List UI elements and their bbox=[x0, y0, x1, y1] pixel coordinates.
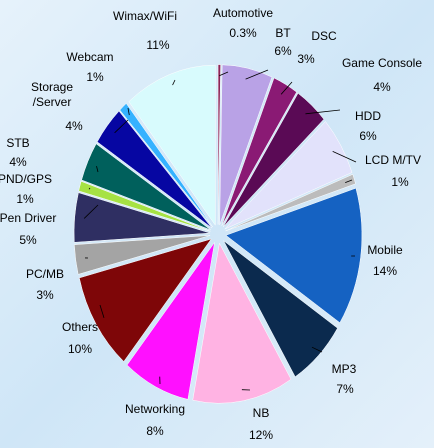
pie-slice bbox=[192, 242, 292, 404]
slice-value: 4% bbox=[373, 80, 391, 94]
leader-line bbox=[345, 179, 353, 184]
slice-value: 0.3% bbox=[229, 26, 257, 40]
slice-value: 5% bbox=[19, 233, 37, 247]
pie-slice bbox=[223, 240, 338, 378]
slice-value: 3% bbox=[36, 288, 54, 302]
pie-slice bbox=[73, 192, 211, 243]
slice-label: Automotive bbox=[213, 6, 273, 20]
pie-slice bbox=[126, 242, 215, 400]
slice-label: PND/GPS bbox=[0, 172, 52, 186]
slice-label: Game Console bbox=[342, 56, 422, 70]
pie-slice bbox=[81, 143, 211, 231]
leader-line bbox=[88, 187, 91, 190]
slice-value: 7% bbox=[336, 382, 354, 396]
pie-slice bbox=[96, 110, 213, 229]
leader-line bbox=[83, 204, 99, 219]
slice-value: 1% bbox=[391, 175, 409, 189]
pie-slice bbox=[119, 103, 213, 228]
slice-label: BT bbox=[275, 26, 291, 40]
pie-slice bbox=[217, 64, 221, 225]
leader-line bbox=[96, 166, 99, 173]
leader-line bbox=[280, 81, 293, 95]
slice-value: 14% bbox=[373, 264, 397, 278]
slice-value: 1% bbox=[86, 70, 104, 84]
slice-value: 8% bbox=[146, 424, 164, 438]
pie-slice bbox=[221, 77, 297, 226]
pie-slice bbox=[79, 238, 212, 362]
slice-value: 12% bbox=[249, 428, 273, 442]
slice-value: 1% bbox=[16, 192, 34, 206]
slice-value: 6% bbox=[274, 44, 292, 58]
leader-line bbox=[219, 71, 229, 77]
leader-line bbox=[172, 79, 176, 86]
pie-slice bbox=[225, 187, 363, 324]
slice-label: HDD bbox=[355, 109, 381, 123]
pie-slice bbox=[78, 180, 211, 232]
leader-line bbox=[114, 119, 129, 134]
pie-slice bbox=[74, 235, 211, 275]
pie-slice bbox=[224, 121, 353, 230]
slice-label: PC/MB bbox=[26, 267, 64, 281]
leader-line bbox=[99, 304, 105, 319]
leader-line bbox=[332, 150, 357, 163]
slice-value: 4% bbox=[9, 155, 27, 169]
slice-label: MP3 bbox=[332, 362, 357, 376]
slice-value: 6% bbox=[359, 129, 377, 143]
slice-label: Storage/Server bbox=[31, 80, 73, 109]
leader-line bbox=[305, 109, 341, 115]
pie-slice bbox=[222, 92, 325, 228]
leader-line bbox=[245, 69, 269, 80]
slice-label: Wimax/WiFi bbox=[113, 9, 177, 23]
slice-label: NB bbox=[253, 406, 270, 420]
slice-value: 3% bbox=[297, 52, 315, 66]
slice-label: Others bbox=[62, 320, 98, 334]
slice-label: Networking bbox=[125, 402, 185, 416]
slice-value: 10% bbox=[68, 342, 92, 356]
slice-label: Mobile bbox=[367, 243, 403, 257]
slice-label: Pen Driver bbox=[0, 211, 56, 225]
slice-value: 4% bbox=[65, 119, 83, 133]
pie-slice bbox=[219, 64, 273, 225]
pie-slice bbox=[128, 64, 216, 226]
pie-slice bbox=[225, 173, 356, 232]
slice-label: DSC bbox=[311, 29, 337, 43]
slice-label: Webcam bbox=[66, 50, 113, 64]
slice-label: LCD M/TV bbox=[365, 153, 421, 167]
leader-line bbox=[127, 107, 130, 116]
leader-line bbox=[311, 346, 323, 353]
slice-label: STB bbox=[6, 136, 29, 150]
slice-value: 11% bbox=[146, 38, 169, 52]
